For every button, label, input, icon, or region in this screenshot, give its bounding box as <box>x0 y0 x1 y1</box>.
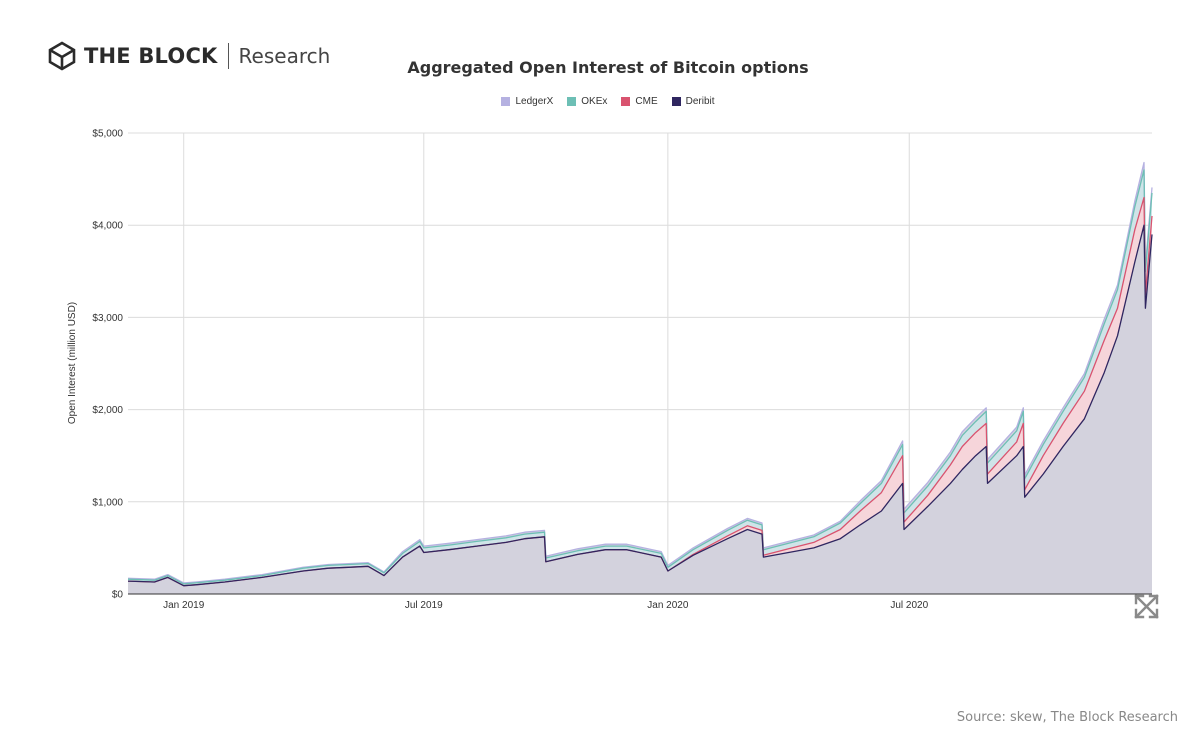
legend-item-cme[interactable]: CME <box>621 96 658 107</box>
y-axis-label: Open Interest (million USD) <box>67 302 78 424</box>
brand-divider <box>227 43 229 69</box>
series-areas <box>128 162 1152 594</box>
brand-logo: THE BLOCK Research <box>48 40 330 72</box>
y-tick-label: $2,000 <box>92 405 123 416</box>
y-tick-label: $4,000 <box>92 221 123 232</box>
grid-lines <box>128 132 1152 594</box>
legend-item-okex[interactable]: OKEx <box>567 96 607 107</box>
total-area <box>128 162 1152 594</box>
legend-item-ledgerx[interactable]: LedgerX <box>501 96 553 107</box>
x-tick-label: Jul 2019 <box>405 600 443 611</box>
y-tick-label: $5,000 <box>92 129 123 140</box>
brand-name: THE BLOCK <box>84 44 218 68</box>
legend-label-ledgerx: LedgerX <box>515 96 554 107</box>
legend-label-okex: OKEx <box>581 96 608 107</box>
hexagon-cube-icon <box>48 41 76 71</box>
y-tick-label: $0 <box>112 590 124 601</box>
legend-swatch-okex <box>567 97 577 106</box>
y-tick-label: $3,000 <box>92 313 123 324</box>
y-tick-label: $1,000 <box>92 497 123 508</box>
series-lines <box>127 161 1153 587</box>
x-tick-label: Jan 2019 <box>163 600 205 611</box>
x-tick-labels: Jan 2019 Jul 2019 Jan 2020 Jul 2020 <box>163 600 928 611</box>
legend-item-deribit[interactable]: Deribit <box>671 96 715 107</box>
legend-swatch-cme <box>621 97 631 106</box>
x-tick-label: Jul 2020 <box>890 600 928 611</box>
legend-swatch-deribit <box>671 97 681 106</box>
brand-subtitle: Research <box>238 44 331 68</box>
chart-legend: LedgerX OKEx CME Deribit <box>0 96 1200 107</box>
expand-icon[interactable] <box>1133 593 1160 620</box>
legend-label-deribit: Deribit <box>685 96 715 107</box>
x-tick-label: Jan 2020 <box>647 600 689 611</box>
series-line-deribit <box>127 224 1153 587</box>
cme-band <box>128 197 1152 586</box>
chart-title: Aggregated Open Interest of Bitcoin opti… <box>407 58 809 77</box>
y-tick-labels: $0 $1,000 $2,000 $3,000 $4,000 $5,000 <box>92 129 123 601</box>
source-note: Source: skew, The Block Research <box>956 710 1178 725</box>
legend-label-cme: CME <box>635 96 658 107</box>
legend-swatch-ledgerx <box>501 97 511 106</box>
